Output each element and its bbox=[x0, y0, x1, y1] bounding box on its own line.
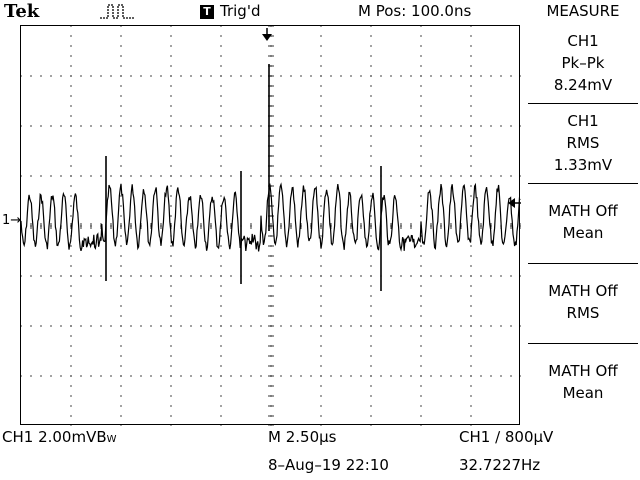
trigger-frequency: 32.7227Hz bbox=[459, 456, 541, 474]
main-position: M Pos: 100.0ns bbox=[358, 2, 472, 20]
measure-source: MATH Off bbox=[548, 362, 618, 380]
brand-logo: Tek bbox=[4, 1, 40, 22]
measure-type: RMS bbox=[566, 134, 600, 152]
timebase: M 2.50µs bbox=[268, 428, 337, 446]
trigger-status-label: Trig'd bbox=[220, 2, 261, 20]
trigger-position-marker bbox=[261, 27, 273, 46]
measure-source: CH1 bbox=[567, 112, 599, 130]
waveform-display bbox=[20, 25, 521, 426]
measure-value: 8.24mV bbox=[553, 76, 613, 94]
graticule bbox=[21, 26, 521, 426]
channel-scale: CH1 2.00mVBW bbox=[2, 428, 117, 449]
measure-slot-5[interactable]: MATH Off Mean bbox=[528, 344, 638, 424]
ch1-trace bbox=[21, 182, 521, 252]
measure-type: Mean bbox=[562, 384, 604, 402]
pulse-icon bbox=[100, 2, 134, 24]
trigger-level-marker bbox=[507, 195, 521, 214]
measure-slot-2[interactable]: CH1 RMS 1.33mV bbox=[528, 104, 638, 184]
trigger-badge: T bbox=[200, 4, 214, 19]
measure-value: 1.33mV bbox=[553, 156, 613, 174]
trigger-status: T Trig'd bbox=[200, 2, 260, 20]
measure-type: RMS bbox=[566, 304, 600, 322]
measure-slot-3[interactable]: MATH Off Mean bbox=[528, 184, 638, 264]
channel-scale-label: CH1 2.00mVB bbox=[2, 428, 107, 446]
menu-title: MEASURE bbox=[546, 2, 620, 20]
measure-source: CH1 bbox=[567, 32, 599, 50]
measure-source: MATH Off bbox=[548, 202, 618, 220]
measure-slot-4[interactable]: MATH Off RMS bbox=[528, 264, 638, 344]
measure-type: Pk–Pk bbox=[561, 54, 605, 72]
trigger-info: CH1 ∕ 800µV bbox=[459, 428, 554, 446]
bandwidth-limit-suffix: W bbox=[106, 434, 117, 445]
measure-type: Mean bbox=[562, 224, 604, 242]
measure-slot-1[interactable]: CH1 Pk–Pk 8.24mV bbox=[528, 24, 638, 104]
date-time: 8–Aug–19 22:10 bbox=[268, 456, 389, 474]
channel-1-marker: 1→ bbox=[2, 213, 22, 228]
measure-source: MATH Off bbox=[548, 282, 618, 300]
